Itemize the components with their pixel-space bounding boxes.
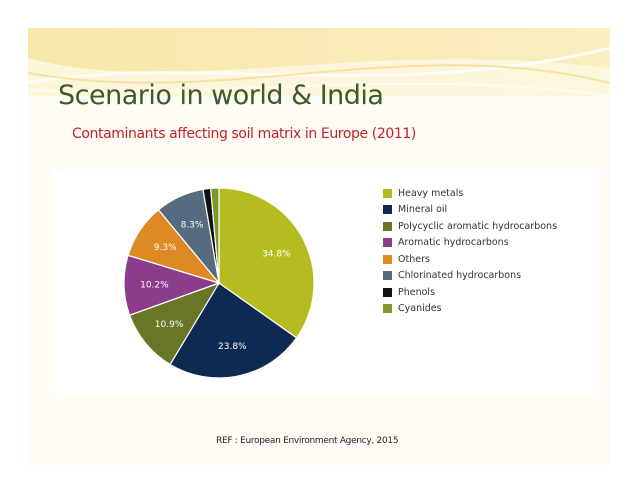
decorative-header-band bbox=[28, 28, 610, 108]
legend-swatch bbox=[383, 188, 392, 198]
legend-item: Heavy metals bbox=[383, 185, 557, 202]
legend-swatch bbox=[383, 304, 392, 314]
legend-label: Polycyclic aromatic hydrocarbons bbox=[398, 220, 558, 232]
pie-slice-label: 34.8% bbox=[262, 249, 291, 259]
legend-item: Cyanides bbox=[383, 301, 557, 318]
slide: Scenario in world & India Contaminants a… bbox=[28, 28, 610, 465]
pie-slice-2 bbox=[128, 281, 221, 366]
legend-item: Polycyclic aromatic hydrocarbons bbox=[383, 218, 557, 235]
legend-item: Phenols bbox=[383, 284, 557, 301]
pie-slice-label: 10.2% bbox=[140, 281, 169, 291]
legend-label: Others bbox=[398, 253, 430, 265]
legend-label: Mineral oil bbox=[398, 204, 448, 216]
legend-label: Phenols bbox=[398, 286, 436, 298]
legend-swatch bbox=[383, 221, 392, 231]
legend-label: Heavy metals bbox=[398, 187, 464, 199]
legend-swatch bbox=[383, 287, 392, 297]
legend-item: Aromatic hydrocarbons bbox=[383, 235, 557, 252]
pie-slice-1 bbox=[169, 282, 298, 379]
legend-label: Chlorinated hydrocarbons bbox=[398, 270, 522, 282]
pie-slice-label: 8.3% bbox=[181, 220, 204, 230]
chart-legend: Heavy metals Mineral oil Polycyclic aromat… bbox=[383, 185, 557, 317]
legend-item: Mineral oil bbox=[383, 202, 557, 219]
pie-slice-label: 9.3% bbox=[154, 243, 177, 253]
pie-slice-label: 10.9% bbox=[155, 320, 184, 330]
legend-label: Aromatic hydrocarbons bbox=[398, 237, 509, 249]
pie-slice-7 bbox=[210, 187, 220, 284]
legend-label: Cyanides bbox=[398, 303, 442, 315]
legend-swatch bbox=[383, 271, 392, 281]
pie-slice-0 bbox=[218, 187, 315, 339]
legend-swatch bbox=[383, 238, 392, 248]
pie-chart: 34.8% 23.8% 10.9% 10.2% 9.3% 8.3% bbox=[123, 187, 315, 379]
pie-slice-label: 23.8% bbox=[218, 342, 247, 352]
slide-subtitle: Contaminants affecting soil matrix in Eu… bbox=[72, 126, 416, 142]
chart-panel: 34.8% 23.8% 10.9% 10.2% 9.3% 8.3% Heavy metal… bbox=[53, 170, 596, 396]
legend-item: Others bbox=[383, 251, 557, 268]
slide-title: Scenario in world & India bbox=[58, 80, 384, 111]
legend-swatch bbox=[383, 254, 392, 264]
legend-item: Chlorinated hydrocarbons bbox=[383, 268, 557, 285]
reference-note: REF : European Environment Agency, 2015 bbox=[216, 436, 399, 446]
legend-swatch bbox=[383, 205, 392, 215]
